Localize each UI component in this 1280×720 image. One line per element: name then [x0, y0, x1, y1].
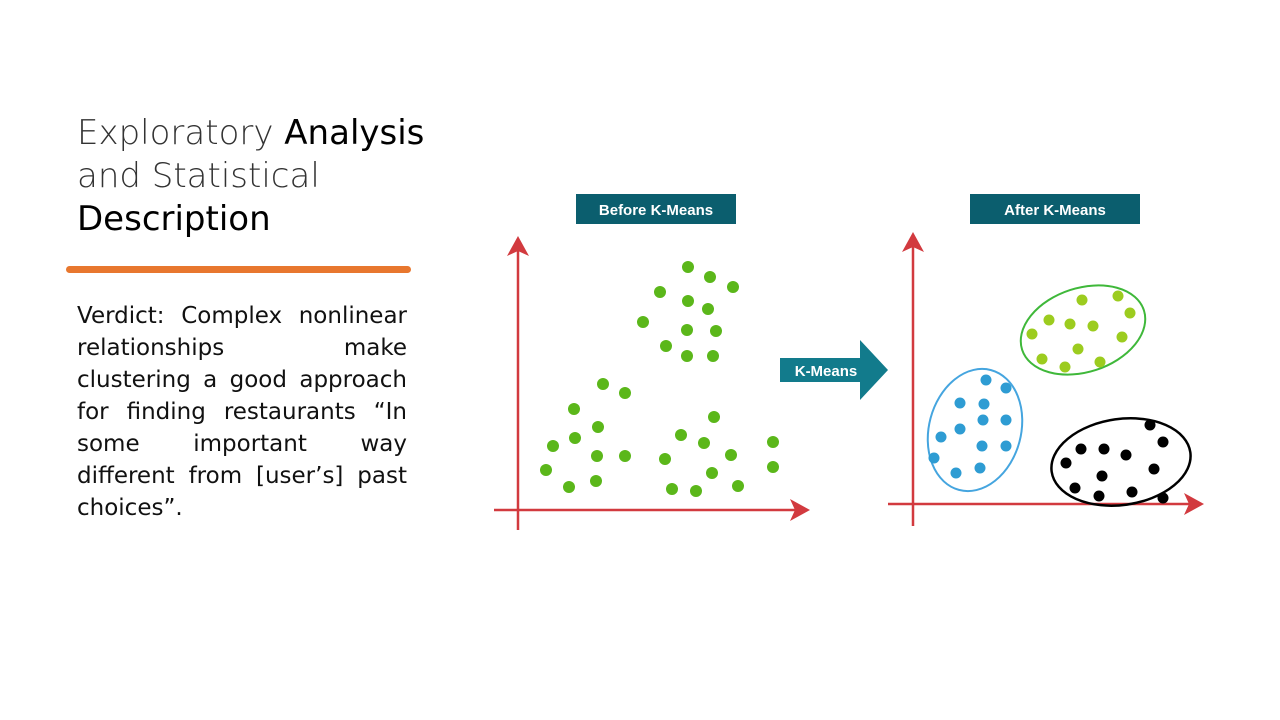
before-point [590, 475, 602, 487]
blue-cluster-point [954, 423, 966, 435]
black-cluster-points [1060, 419, 1169, 504]
before-point [675, 429, 687, 441]
before-point [563, 481, 575, 493]
blue-cluster-point [976, 440, 988, 452]
blue-cluster-point [1000, 382, 1012, 394]
black-cluster-point [1096, 470, 1108, 482]
before-point [568, 403, 580, 415]
green-cluster-point [1043, 314, 1055, 326]
green-cluster-point [1072, 343, 1084, 355]
kmeans-arrow [780, 340, 888, 400]
green-cluster-point [1112, 290, 1124, 302]
before-point [681, 324, 693, 336]
before-point [702, 303, 714, 315]
green-cluster-point [1026, 328, 1038, 340]
before-point [540, 464, 552, 476]
black-cluster-point [1098, 443, 1110, 455]
black-cluster-point [1060, 457, 1072, 469]
blue-cluster-point [950, 467, 962, 479]
blue-cluster-point [1000, 440, 1012, 452]
black-cluster-ellipse [1050, 417, 1192, 507]
before-x-arrowhead [790, 499, 810, 521]
title-part-exploratory: Exploratory [77, 113, 285, 153]
kmeans-diagram-svg: Before K-Means After K-Means K-Means [494, 194, 1204, 530]
green-cluster-points [1026, 290, 1136, 373]
title-part-analysis: Analysis [284, 113, 425, 153]
green-cluster-point [1094, 356, 1106, 368]
blue-cluster-point [974, 462, 986, 474]
black-cluster-point [1075, 443, 1087, 455]
verdict-text: Verdict: Complex nonlinear relationships… [77, 303, 407, 521]
before-point [727, 281, 739, 293]
blue-cluster-point [977, 414, 989, 426]
before-point [682, 261, 694, 273]
black-cluster-point [1126, 486, 1138, 498]
blue-cluster-ellipse [926, 367, 1024, 493]
kmeans-diagram: Before K-Means After K-Means K-Means [480, 180, 1220, 550]
black-cluster-point [1069, 482, 1081, 494]
green-cluster-point [1124, 307, 1136, 319]
after-x-arrowhead [1184, 493, 1204, 515]
before-point [707, 350, 719, 362]
before-point [732, 480, 744, 492]
blue-cluster-point [980, 374, 992, 386]
before-point [708, 411, 720, 423]
black-cluster-point [1148, 463, 1160, 475]
blue-cluster-point [935, 431, 947, 443]
before-point [659, 453, 671, 465]
before-point [725, 449, 737, 461]
black-cluster-point [1157, 492, 1169, 504]
before-point [654, 286, 666, 298]
before-point [710, 325, 722, 337]
before-point [704, 271, 716, 283]
title-part-and-statistical: and Statistical [77, 156, 320, 196]
before-point [706, 467, 718, 479]
black-cluster-point [1144, 419, 1156, 431]
before-point [619, 387, 631, 399]
blue-cluster-point [1000, 414, 1012, 426]
green-cluster-point [1036, 353, 1048, 365]
black-cluster-point [1093, 490, 1105, 502]
black-cluster-point [1157, 436, 1169, 448]
before-point [666, 483, 678, 495]
before-y-arrowhead [507, 236, 529, 256]
blue-cluster-point [978, 398, 990, 410]
orange-accent-divider [66, 266, 411, 273]
after-label-box [970, 194, 1140, 224]
blue-cluster-point [954, 397, 966, 409]
slide-title: Exploratory Analysis and Statistical Des… [77, 112, 437, 241]
green-cluster-ellipse [1019, 284, 1147, 376]
blue-cluster-points [928, 374, 1012, 479]
before-point [592, 421, 604, 433]
green-cluster-point [1087, 320, 1099, 332]
before-label-box [576, 194, 736, 224]
green-cluster-point [1064, 318, 1076, 330]
green-cluster-point [1059, 361, 1071, 373]
before-point [767, 461, 779, 473]
before-point [660, 340, 672, 352]
before-point [682, 295, 694, 307]
before-point [690, 485, 702, 497]
kmeans-arrow-label: K-Means [795, 363, 858, 380]
before-point [767, 436, 779, 448]
green-cluster-point [1116, 331, 1128, 343]
before-point [619, 450, 631, 462]
before-points [540, 261, 779, 497]
before-point [597, 378, 609, 390]
before-point [681, 350, 693, 362]
before-axes [494, 244, 798, 530]
before-point [637, 316, 649, 328]
before-point [698, 437, 710, 449]
after-label: After K-Means [1004, 202, 1106, 219]
before-point [547, 440, 559, 452]
title-part-description: Description [77, 199, 271, 239]
after-y-arrowhead [902, 232, 924, 252]
black-cluster-point [1120, 449, 1132, 461]
before-label: Before K-Means [599, 202, 713, 219]
after-axes [888, 240, 1192, 526]
before-point [591, 450, 603, 462]
before-point [569, 432, 581, 444]
blue-cluster-point [928, 452, 940, 464]
green-cluster-point [1076, 294, 1088, 306]
